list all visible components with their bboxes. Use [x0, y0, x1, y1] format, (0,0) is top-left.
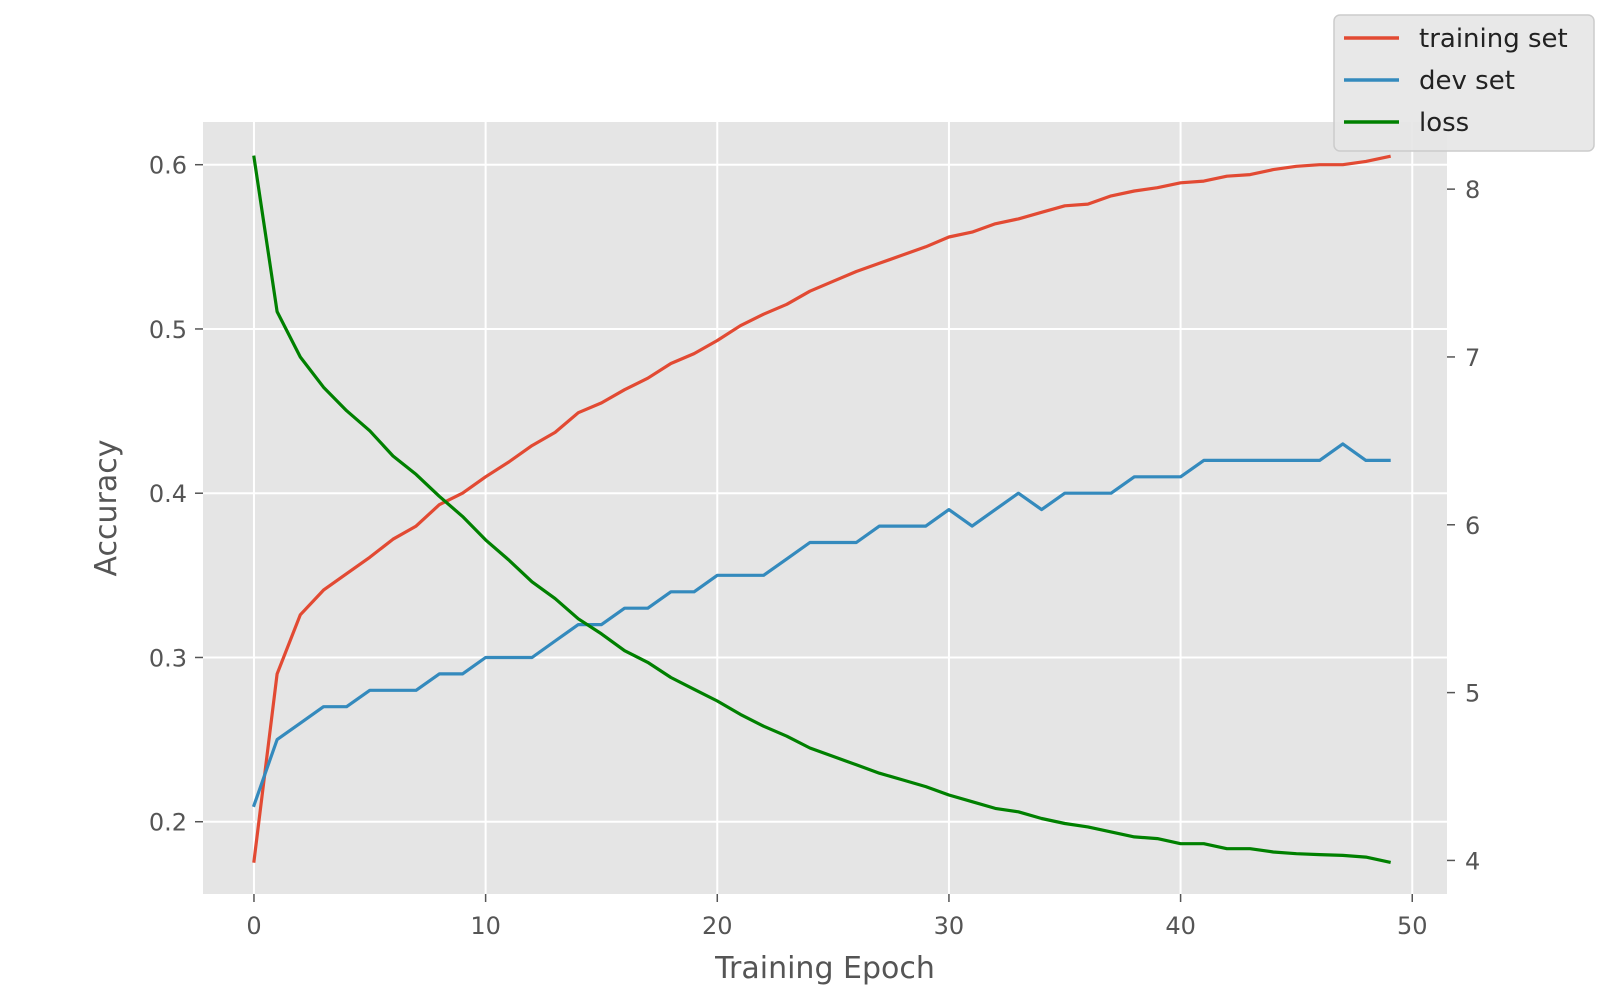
plot-area: [203, 122, 1447, 894]
x-tick-label: 30: [934, 912, 965, 940]
x-tick-label: 20: [702, 912, 733, 940]
series-line-dev-set: [251, 442, 1391, 808]
y-tick-label: 0.5: [149, 316, 187, 344]
y-tick-label: 0.2: [149, 809, 187, 837]
y-tick-label: 0.4: [149, 480, 187, 508]
y2-tick-label: 7: [1465, 344, 1480, 372]
x-axis-label: Training Epoch: [714, 951, 935, 986]
x-tick-label: 10: [470, 912, 501, 940]
x-tick-label: 0: [246, 912, 261, 940]
y2-tick-label: 5: [1465, 680, 1480, 708]
x-tick-label: 50: [1397, 912, 1428, 940]
y-tick-label: 0.6: [149, 152, 187, 180]
legend-label-dev-set: dev set: [1419, 66, 1515, 96]
legend-label-loss: loss: [1419, 108, 1469, 138]
x-tick-label: 40: [1165, 912, 1196, 940]
y2-tick-label: 8: [1465, 176, 1480, 204]
y-tick-label: 0.3: [149, 644, 187, 672]
y2-tick-label: 6: [1465, 512, 1480, 540]
legend: training set dev set loss: [1333, 14, 1595, 152]
legend-label-training-set: training set: [1419, 24, 1568, 54]
series-lines: [251, 154, 1392, 865]
y-axis-label: Accuracy: [89, 440, 124, 577]
legend-box: [1333, 14, 1595, 152]
y2-tick-label: 4: [1465, 847, 1480, 875]
axis-ticks: 0 10 20 30 40 50 0.2 0.3 0.4 0.5 0.6 4 5 6 7 8: [149, 152, 1480, 940]
gridlines: [203, 122, 1447, 894]
series-line-training-set: [252, 154, 1391, 863]
series-line-loss: [252, 155, 1392, 865]
